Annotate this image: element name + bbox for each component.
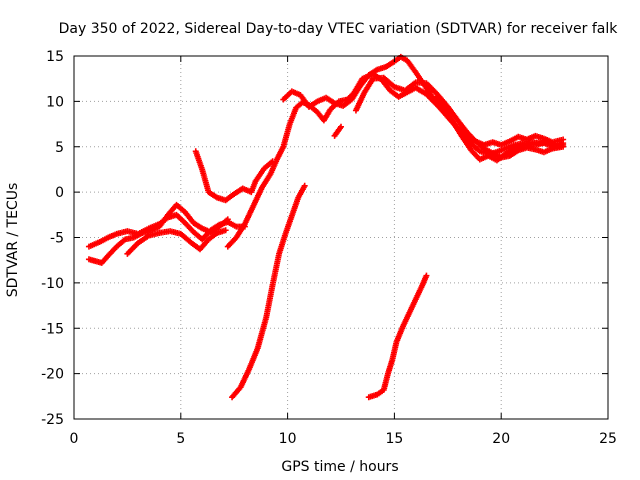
data-point bbox=[423, 272, 430, 279]
chart-title: Day 350 of 2022, Sidereal Day-to-day VTE… bbox=[59, 21, 619, 37]
data-point bbox=[222, 227, 229, 234]
series-track-h bbox=[434, 93, 567, 164]
x-axis-title: GPS time / hours bbox=[281, 459, 398, 475]
y-tick-label: 5 bbox=[55, 140, 64, 156]
y-tick-label: -5 bbox=[50, 231, 64, 247]
data-point bbox=[338, 123, 344, 130]
x-tick-label: 0 bbox=[70, 431, 79, 447]
x-tick-label: 5 bbox=[176, 431, 185, 447]
series-track-k bbox=[365, 272, 430, 401]
ticks: 0 5 10 15 20 25 15 10 5 0 -5 -10 -15 -20 -25 bbox=[41, 49, 617, 447]
y-tick-label: 15 bbox=[46, 49, 64, 65]
series-track-j bbox=[229, 182, 308, 401]
y-tick-label: -20 bbox=[41, 367, 64, 383]
data-layer bbox=[85, 53, 567, 401]
series-track-c bbox=[124, 227, 229, 257]
x-tick-label: 20 bbox=[492, 431, 510, 447]
series-track-i bbox=[331, 123, 344, 139]
y-axis-title: SDTVAR / TECUs bbox=[5, 183, 21, 298]
x-tick-label: 15 bbox=[385, 431, 403, 447]
series-track-d bbox=[192, 148, 276, 204]
x-tick-label: 25 bbox=[599, 431, 617, 447]
y-tick-label: -15 bbox=[41, 321, 64, 337]
data-point bbox=[560, 141, 567, 148]
data-point bbox=[560, 136, 567, 143]
y-tick-label: 10 bbox=[46, 94, 64, 110]
data-point bbox=[224, 216, 231, 223]
y-tick-label: 0 bbox=[55, 185, 64, 201]
x-tick-label: 10 bbox=[279, 431, 297, 447]
data-point bbox=[301, 182, 308, 189]
y-tick-label: -10 bbox=[41, 276, 64, 292]
y-tick-label: -25 bbox=[41, 412, 64, 428]
